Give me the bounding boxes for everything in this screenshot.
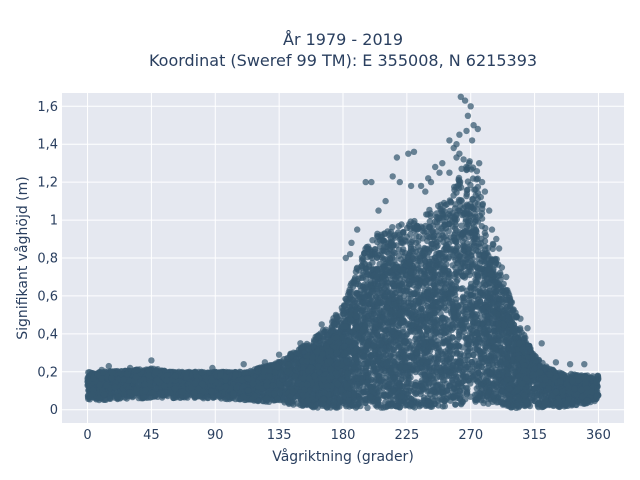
data-point (479, 200, 486, 208)
data-point (500, 280, 507, 288)
data-point (455, 174, 463, 182)
chart-subtitle: Koordinat (Sweref 99 TM): E 355008, N 62… (149, 51, 537, 70)
data-point (453, 189, 460, 196)
data-point (374, 230, 381, 237)
data-point (567, 370, 575, 378)
chart-title: År 1979 - 2019 (283, 30, 403, 49)
data-points (84, 93, 602, 411)
data-point (398, 221, 405, 228)
data-point (467, 181, 474, 189)
data-point (466, 158, 473, 165)
data-point (493, 256, 500, 263)
data-point (477, 193, 484, 201)
data-point (459, 285, 466, 292)
data-point (463, 190, 470, 198)
data-point (473, 176, 480, 183)
data-point (276, 389, 283, 396)
data-point (369, 237, 376, 244)
